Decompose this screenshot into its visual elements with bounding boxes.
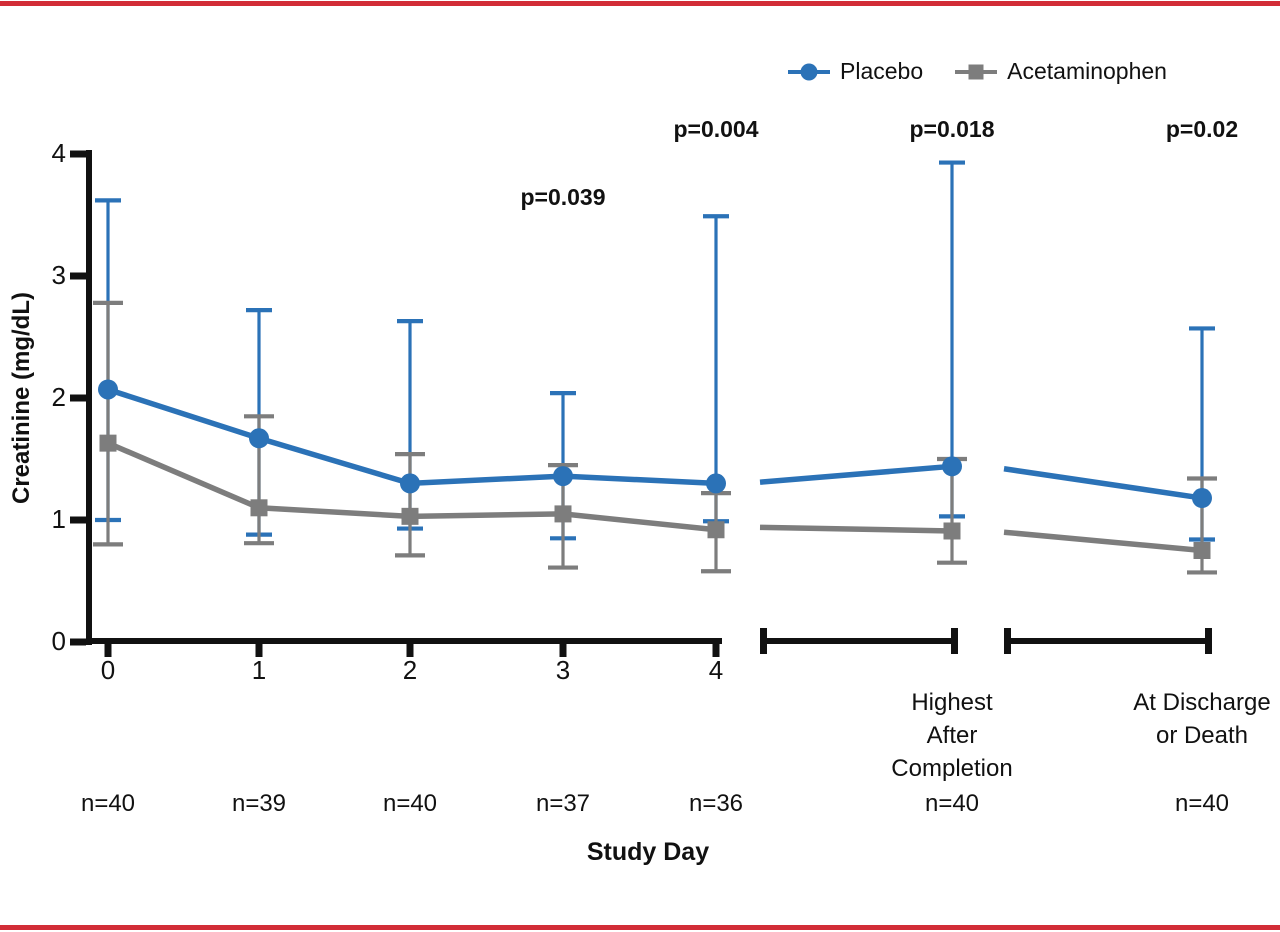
p-value-label: p=0.004 (673, 116, 759, 142)
placebo-marker-point (400, 473, 420, 494)
y-axis-tick (70, 638, 86, 646)
acetaminophen-line (1003, 529, 1203, 554)
y-axis-line (86, 150, 92, 645)
acetaminophen-marker-point (1193, 542, 1211, 559)
y-axis-tick (70, 394, 86, 402)
legend-item-placebo: Placebo (786, 58, 923, 85)
bottom-border-line (0, 925, 1280, 930)
sample-size-label: n=40 (80, 790, 136, 817)
x-tick-label: 1 (251, 655, 267, 685)
x-axis-segment-highest (760, 638, 958, 644)
x-axis-title: Study Day (586, 838, 710, 866)
x-axis-tick-day-3 (559, 644, 567, 657)
placebo-marker-point (942, 456, 962, 477)
placebo-line (759, 463, 953, 485)
x-axis-tick-day-2 (406, 644, 414, 657)
x-axis-tick-day-4 (712, 644, 720, 657)
x-axis-segment-discharge (1004, 638, 1212, 644)
x-tick-label: 4 (708, 655, 724, 685)
x-axis-tick-day-0 (104, 644, 112, 657)
x-tick-label: 0 (100, 655, 116, 685)
y-tick-label: 4 (51, 138, 66, 168)
sample-size-label: n=40 (1174, 790, 1230, 817)
acetaminophen-marker-point (554, 505, 572, 523)
placebo-marker-point (249, 428, 269, 449)
placebo-marker-point (98, 379, 118, 400)
sample-size-label: n=40 (924, 790, 980, 817)
circle-marker-icon (788, 63, 830, 80)
legend-item-acetaminophen: Acetaminophen (953, 58, 1167, 85)
x-tick-label: 3 (555, 655, 571, 685)
top-border-line (0, 1, 1280, 6)
y-tick-label: 2 (51, 382, 66, 412)
x-axis-tick-day-1 (255, 644, 263, 657)
acetaminophen-marker-point (943, 522, 961, 540)
placebo-marker-point (553, 466, 573, 487)
placebo-line (1003, 466, 1203, 501)
acetaminophen-line (759, 524, 953, 534)
x-category-label: At Discharge or Death (1133, 689, 1271, 749)
p-value-label: p=0.02 (1165, 116, 1239, 142)
legend-label: Acetaminophen (1007, 58, 1167, 84)
x-axis-segment-days (86, 638, 722, 644)
sample-size-label: n=39 (231, 790, 287, 817)
legend: Placebo Acetaminophen (786, 58, 1167, 85)
sample-size-label: n=37 (535, 790, 591, 817)
x-axis-segment-endcap (951, 628, 958, 654)
x-category-label: Highest After Completion (891, 689, 1013, 782)
x-tick-label: 2 (402, 655, 418, 685)
y-tick-label: 3 (51, 260, 66, 290)
legend-label: Placebo (840, 58, 924, 84)
y-tick-label: 0 (51, 626, 66, 656)
p-value-label: p=0.039 (520, 184, 606, 210)
placebo-marker-point (1192, 488, 1212, 509)
acetaminophen-marker-point (99, 434, 117, 452)
y-tick-label: 1 (51, 504, 66, 534)
acetaminophen-marker-point (401, 507, 419, 525)
acetaminophen-marker-point (250, 499, 268, 517)
y-axis-tick (70, 516, 86, 524)
p-value-label: p=0.018 (909, 116, 995, 142)
x-axis-segment-endcap (1205, 628, 1212, 654)
x-axis-segment-endcap (760, 628, 767, 654)
placebo-line (107, 386, 717, 487)
sample-size-label: n=40 (382, 790, 438, 817)
y-axis-tick (70, 150, 86, 158)
square-marker-icon (955, 64, 998, 79)
y-axis-tick (70, 272, 86, 280)
acetaminophen-marker-point (707, 521, 725, 539)
sample-size-label: n=36 (688, 790, 744, 817)
x-axis-segment-endcap (1004, 628, 1011, 654)
placebo-marker-point (706, 473, 726, 494)
